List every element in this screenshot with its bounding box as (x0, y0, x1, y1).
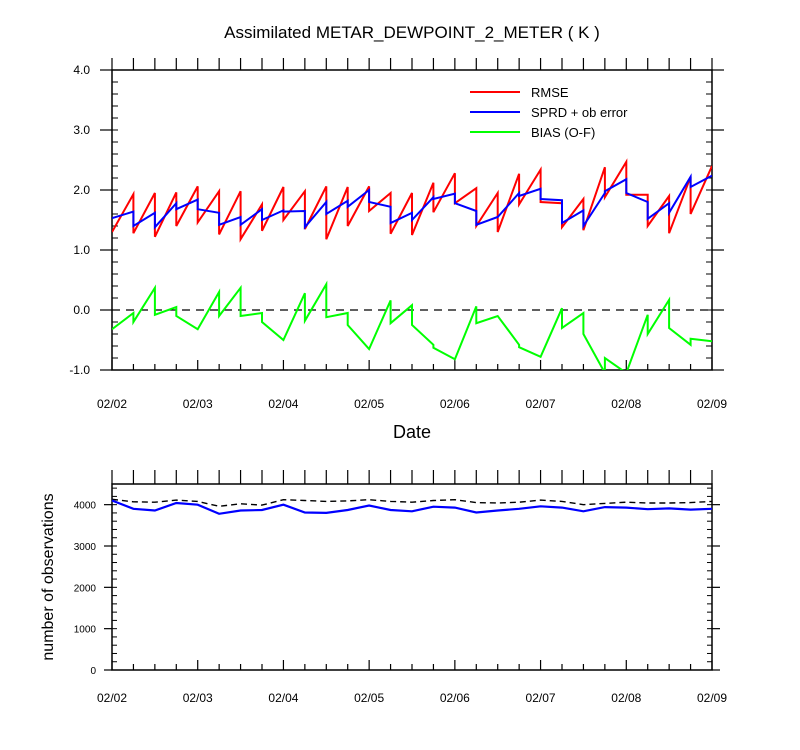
x-tick-label: 02/07 (526, 691, 556, 705)
series-line-sprd-ob-error (112, 173, 712, 230)
y-tick-label: 4.0 (73, 63, 90, 77)
y-axis-label-observations: number of observations (40, 493, 57, 660)
top-axis-ticks: 02/02 02/03 02/04 02/05 02/06 02/07 02/08 02/09… (69, 58, 727, 411)
obs-possible-line (111, 498, 713, 508)
x-tick-label: 02/08 (611, 691, 641, 705)
series-line-bias-o-f (112, 280, 712, 370)
x-tick-label: 02/09 (697, 691, 727, 705)
y-tick-label: 3.0 (73, 123, 90, 137)
y-tick-label: -1.0 (69, 363, 90, 377)
x-tick-label: 02/03 (183, 397, 213, 411)
y-tick-label: 2000 (74, 583, 97, 594)
x-tick-label: 02/05 (354, 691, 384, 705)
y-tick-label: 0.0 (73, 303, 90, 317)
bottom-series-group (111, 498, 713, 515)
x-tick-label: 02/07 (526, 397, 556, 411)
y-tick-label: 1000 (74, 625, 97, 636)
x-tick-label: 02/06 (440, 691, 470, 705)
legend-label-sprd-ob-error: SPRD + ob error (531, 105, 628, 120)
x-tick-label: 02/09 (697, 397, 727, 411)
series-line-rmse (112, 158, 712, 243)
y-tick-label: 4000 (74, 501, 97, 512)
top-panel: 02/02 02/03 02/04 02/05 02/06 02/07 02/08 02/09… (69, 58, 727, 442)
bottom-panel: 02/02 02/03 02/04 02/05 02/06 02/07 02/08 02/09… (40, 470, 727, 705)
top-series-group (112, 158, 712, 370)
y-tick-label: 1.0 (73, 243, 90, 257)
y-tick-label: 0 (90, 666, 96, 677)
x-tick-label: 02/04 (268, 397, 298, 411)
obs-assimilated-line (111, 499, 713, 515)
x-axis-label: Date (393, 422, 431, 442)
legend: RMSE SPRD + ob error BIAS (O-F) (470, 85, 628, 140)
x-tick-label: 02/03 (183, 691, 213, 705)
x-tick-label: 02/04 (268, 691, 298, 705)
legend-label-rmse: RMSE (531, 85, 569, 100)
x-tick-label: 02/06 (440, 397, 470, 411)
y-tick-label: 2.0 (73, 183, 90, 197)
x-tick-label: 02/02 (97, 397, 127, 411)
bottom-axis-ticks: 02/02 02/03 02/04 02/05 02/06 02/07 02/08 02/09… (74, 470, 727, 705)
chart-title: Assimilated METAR_DEWPOINT_2_METER ( K ) (224, 23, 600, 42)
x-tick-label: 02/02 (97, 691, 127, 705)
legend-label-bias-o-f: BIAS (O-F) (531, 125, 595, 140)
y-tick-label: 3000 (74, 542, 97, 553)
x-tick-label: 02/08 (611, 397, 641, 411)
x-tick-label: 02/05 (354, 397, 384, 411)
